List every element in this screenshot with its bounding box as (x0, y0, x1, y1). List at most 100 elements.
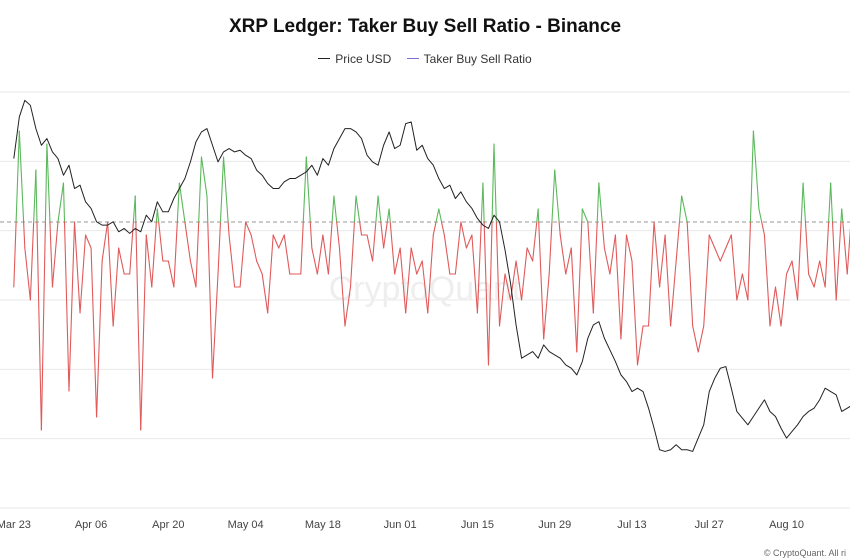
ratio-line-segment (819, 260, 826, 288)
ratio-line-segment (24, 247, 31, 301)
ratio-line-segment (62, 182, 66, 223)
ratio-line-segment (96, 260, 103, 418)
ratio-line-segment (598, 182, 603, 223)
ratio-line-segment (797, 221, 802, 301)
x-tick-label: Aug 10 (769, 519, 804, 531)
ratio-line-segment (438, 208, 443, 223)
ratio-line-segment (537, 208, 540, 223)
x-tick-label: Jun 01 (384, 519, 417, 531)
ratio-line-segment (846, 227, 850, 275)
ratio-line-segment (311, 247, 318, 275)
ratio-line-segment (322, 234, 329, 275)
ratio-line-segment (576, 221, 583, 353)
ratio-line-segment (659, 234, 666, 288)
ratio-line-segment (802, 182, 807, 223)
ratio-line-segment (167, 260, 175, 288)
ratio-line-segment (219, 156, 225, 223)
ratio-line-segment (107, 221, 114, 327)
ratio-line-segment (366, 234, 374, 262)
ratio-line-segment (498, 273, 506, 327)
ratio-line-segment (250, 234, 258, 262)
ratio-line-segment (380, 221, 385, 249)
ratio-line-segment (435, 208, 440, 223)
ratio-line-segment (336, 221, 341, 249)
ratio-line-segment (101, 221, 109, 262)
ratio-line-segment (581, 208, 589, 223)
ratio-line-segment (331, 195, 335, 223)
ratio-line-segment (135, 221, 142, 431)
ratio-line-segment (344, 286, 352, 327)
ratio-line-segment (813, 260, 821, 288)
ratio-line-segment (592, 221, 598, 314)
ratio-line-segment (675, 221, 681, 262)
x-tick-label: Jun 15 (461, 519, 494, 531)
ratio-line-segment (35, 169, 38, 223)
ratio-line-segment (538, 221, 545, 340)
ratio-line-segment (681, 195, 688, 223)
ratio-line-segment (625, 234, 633, 262)
ratio-line-segment (68, 221, 76, 392)
ratio-line-segment (730, 234, 738, 301)
x-tick-label: Mar 23 (0, 519, 31, 531)
ratio-line-segment (476, 221, 482, 314)
ratio-line-segment (129, 221, 134, 275)
series-price (13, 99, 850, 452)
legend-item-ratio[interactable]: Taker Buy Sell Ratio (406, 51, 532, 66)
ratio-line-segment (763, 234, 771, 327)
ratio-line-segment (44, 143, 48, 223)
ratio-line-segment (432, 221, 437, 236)
legend-label-ratio: Taker Buy Sell Ratio (423, 51, 532, 66)
ratio-line-segment (36, 221, 42, 431)
ratio-line-segment (596, 182, 600, 223)
ratio-line-segment (842, 221, 848, 275)
ratio-line-segment (454, 221, 462, 275)
ratio-line-segment (725, 234, 732, 249)
x-tick-label: Jul 27 (695, 519, 724, 531)
ratio-line-segment (63, 221, 70, 392)
ratio-line-segment (841, 208, 844, 223)
ratio-line-segment (482, 182, 485, 223)
ratio-line-segment (383, 221, 388, 249)
ratio-line-segment (222, 156, 229, 223)
x-tick-label: May 04 (228, 519, 264, 531)
ratio-line-segment (427, 234, 434, 314)
ratio-line-segment (211, 273, 219, 379)
ratio-line-segment (33, 169, 37, 223)
ratio-line-segment (261, 273, 269, 314)
ratio-line-segment (49, 221, 53, 288)
ratio-line-segment (309, 221, 313, 249)
ratio-line-segment (40, 221, 46, 431)
legend-item-price[interactable]: Price USD (318, 52, 391, 66)
ratio-line-segment (372, 221, 377, 262)
legend: Price USD Taker Buy Sell Ratio (0, 48, 850, 66)
ratio-line-segment (774, 286, 782, 327)
ratio-line-segment (664, 234, 672, 327)
ratio-line-segment (653, 221, 661, 288)
ratio-line-segment (90, 247, 98, 418)
ratio-line-segment (355, 195, 361, 223)
ratio-line-segment (29, 221, 35, 301)
ratio-line-segment (13, 221, 17, 288)
ratio-line-segment (824, 221, 830, 288)
ratio-line-segment (15, 130, 20, 223)
ratio-line-segment (200, 156, 208, 197)
ratio-line-segment (327, 221, 333, 275)
ratio-line-segment (719, 247, 727, 262)
ratio-line-segment (504, 273, 512, 301)
ratio-line-segment (198, 156, 203, 223)
ratio-line-segment (302, 156, 307, 223)
ratio-line-segment (375, 195, 379, 223)
ratio-line-segment (23, 221, 26, 249)
ratio-line-segment (421, 260, 429, 314)
legend-swatch-price (318, 58, 331, 59)
ratio-line-segment (217, 221, 222, 275)
ratio-line-segment (614, 234, 622, 340)
ratio-line-segment (316, 234, 324, 275)
legend-swatch-ratio (406, 58, 419, 59)
x-tick-label: Apr 20 (152, 519, 184, 531)
ratio-line-segment (769, 286, 777, 327)
ratio-line-segment (443, 234, 451, 275)
ratio-line-segment (631, 260, 639, 366)
ratio-line-segment (349, 221, 355, 288)
